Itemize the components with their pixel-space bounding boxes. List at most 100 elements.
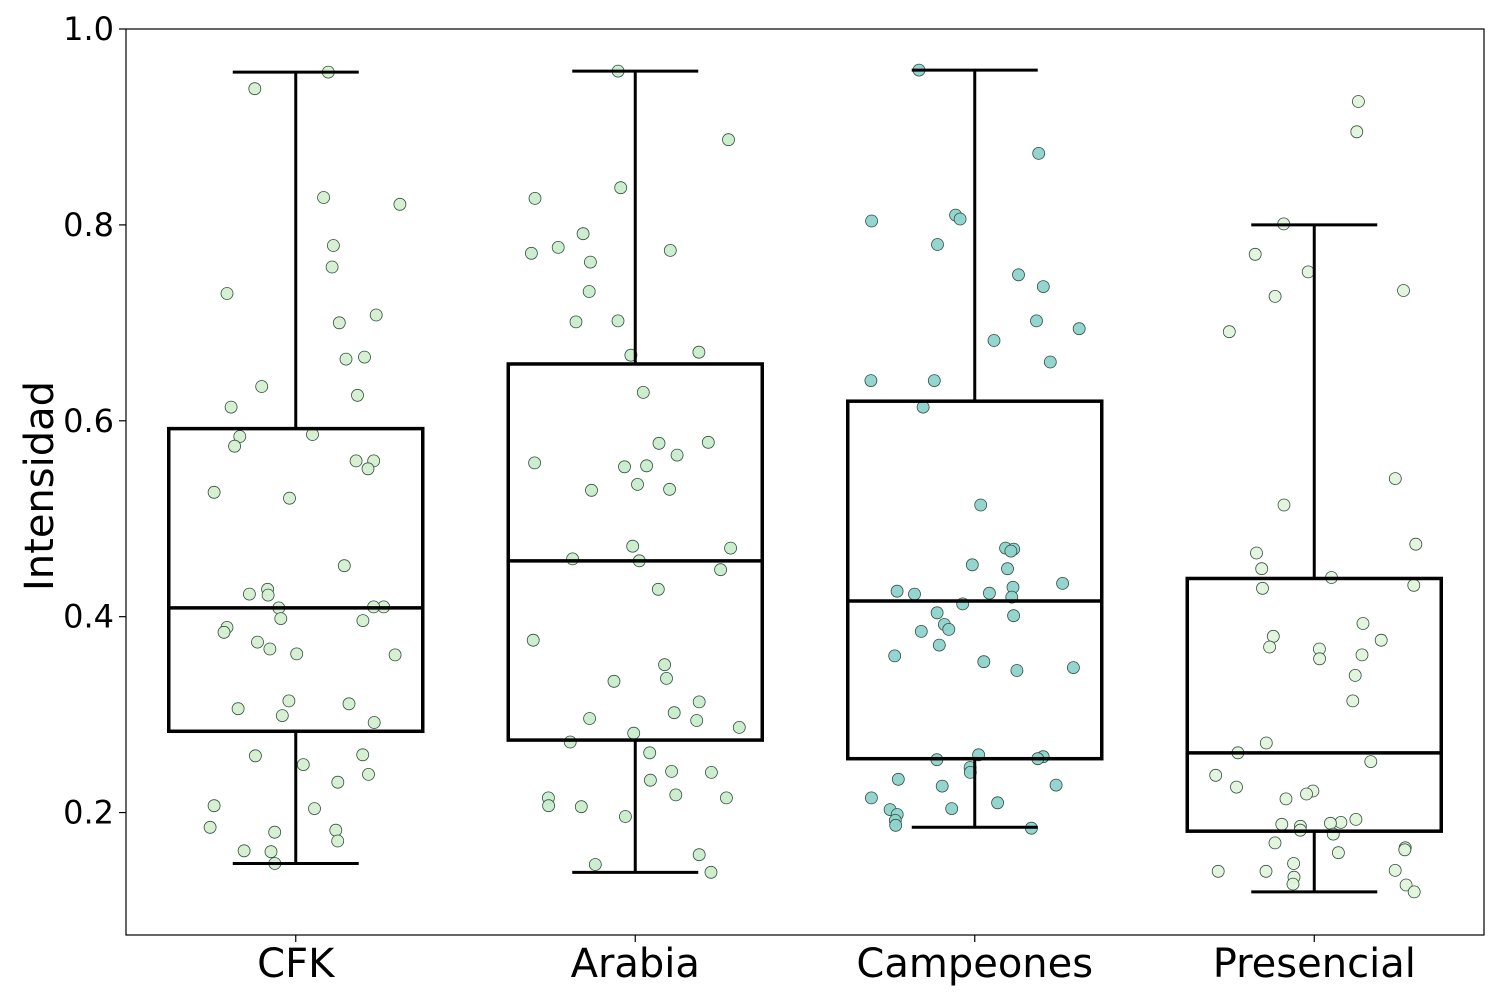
data-point xyxy=(618,460,631,474)
data-point xyxy=(1286,877,1300,891)
data-point xyxy=(1324,816,1337,830)
data-point xyxy=(705,766,718,779)
data-point xyxy=(584,255,597,269)
data-point xyxy=(224,400,238,414)
iqr-box xyxy=(506,362,764,742)
data-point xyxy=(987,334,1001,347)
data-point xyxy=(651,582,665,596)
data-point xyxy=(888,649,902,663)
data-point xyxy=(714,563,727,577)
data-point xyxy=(264,845,278,859)
data-point xyxy=(1067,661,1080,674)
data-point xyxy=(1301,265,1315,279)
data-point xyxy=(720,791,733,805)
x-tick-label: Presencial xyxy=(1213,941,1416,987)
data-point xyxy=(983,586,996,600)
data-point xyxy=(542,799,555,813)
data-point xyxy=(722,133,735,147)
data-point xyxy=(914,625,928,638)
data-point xyxy=(525,246,538,260)
data-point xyxy=(626,539,640,553)
data-point xyxy=(891,772,905,786)
data-point xyxy=(931,238,944,251)
data-point xyxy=(640,459,653,473)
x-tick-label: CFK xyxy=(257,941,336,987)
data-point xyxy=(658,658,671,672)
data-point xyxy=(248,749,262,763)
data-point xyxy=(356,748,370,762)
data-point xyxy=(935,779,949,793)
data-point xyxy=(692,848,706,862)
data-point xyxy=(1209,768,1223,782)
data-point xyxy=(1010,664,1024,677)
y-tick-label: 0.2 xyxy=(63,794,114,832)
iqr-box xyxy=(1185,576,1443,833)
data-point xyxy=(1399,878,1413,892)
data-point xyxy=(351,388,364,402)
data-point xyxy=(1007,609,1020,623)
y-tick-label: 0.4 xyxy=(63,598,114,636)
data-point xyxy=(1313,652,1326,666)
data-point xyxy=(1374,633,1388,647)
data-point xyxy=(1398,843,1412,857)
data-point xyxy=(930,606,944,620)
data-point xyxy=(332,316,346,330)
data-point xyxy=(1056,577,1069,590)
data-point xyxy=(282,694,296,708)
data-point xyxy=(1352,95,1365,108)
box-campeones xyxy=(846,68,1104,829)
data-point xyxy=(701,435,715,449)
data-point xyxy=(255,380,269,393)
data-point xyxy=(263,642,277,656)
data-point xyxy=(1268,836,1282,850)
data-point xyxy=(329,823,343,837)
data-point xyxy=(974,498,988,512)
data-point xyxy=(528,191,542,205)
data-point xyxy=(669,788,683,802)
data-point xyxy=(1043,355,1057,369)
data-point xyxy=(1300,787,1313,801)
data-point xyxy=(1256,581,1269,595)
y-tick-label: 0.6 xyxy=(63,402,114,440)
data-point xyxy=(1346,694,1360,708)
data-point xyxy=(692,695,706,709)
y-tick-label: 1.0 xyxy=(63,10,114,48)
data-point xyxy=(1268,289,1282,303)
data-point xyxy=(865,791,878,805)
plot-frame xyxy=(125,28,1485,936)
data-point xyxy=(1277,498,1291,512)
data-point xyxy=(1350,125,1364,139)
data-point xyxy=(932,638,946,652)
data-point xyxy=(326,239,340,252)
data-point xyxy=(367,716,381,729)
data-point xyxy=(275,709,289,722)
data-point xyxy=(1407,885,1421,899)
data-point xyxy=(890,584,904,598)
data-point xyxy=(1407,578,1421,592)
box-arabia xyxy=(506,69,764,874)
data-point xyxy=(283,491,296,505)
data-point xyxy=(665,765,678,778)
data-point xyxy=(356,614,370,627)
data-point xyxy=(1263,640,1276,654)
data-point xyxy=(631,477,644,491)
data-point xyxy=(652,436,666,450)
data-point xyxy=(220,287,234,300)
data-point xyxy=(290,647,304,661)
data-point xyxy=(1355,648,1369,662)
data-point xyxy=(1287,857,1300,870)
data-point xyxy=(362,768,375,781)
data-point xyxy=(231,702,245,716)
data-point xyxy=(991,796,1004,810)
data-point xyxy=(1275,817,1289,831)
data-point xyxy=(670,448,684,462)
data-point xyxy=(569,315,583,329)
data-point xyxy=(704,865,718,879)
data-point xyxy=(331,775,345,789)
data-point xyxy=(1049,778,1063,792)
data-point xyxy=(660,672,673,685)
data-point xyxy=(528,456,541,470)
y-tick-label: 0.8 xyxy=(63,206,114,244)
data-point xyxy=(308,802,321,815)
